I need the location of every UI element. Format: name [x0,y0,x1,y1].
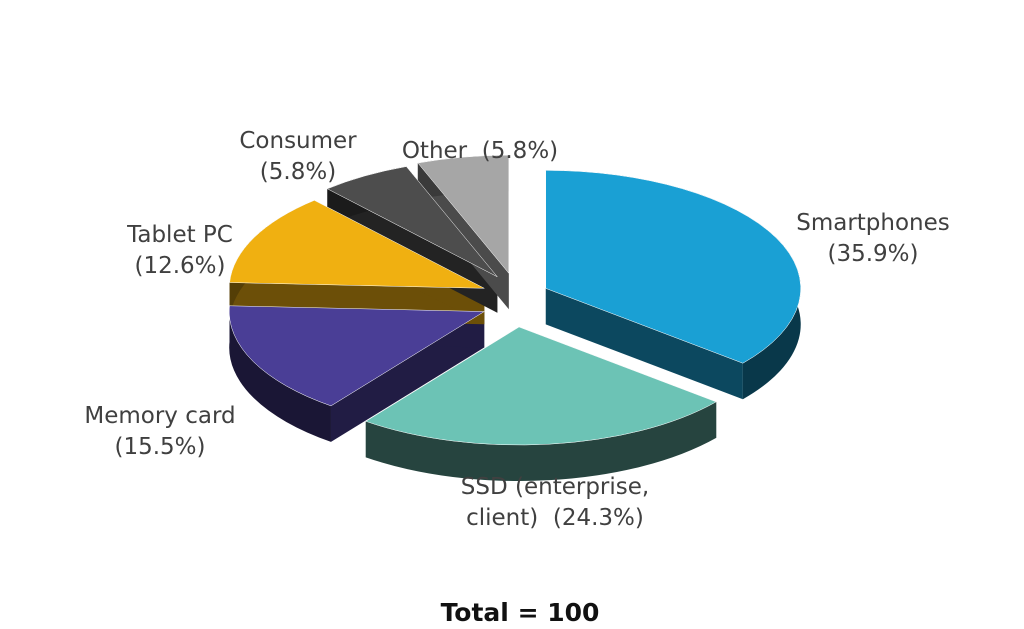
slice [545,170,801,364]
footer: Total = 100 [440,598,600,627]
slice-wall [545,288,743,400]
value-label: (12.6%) [134,253,226,279]
slice [229,200,485,289]
slice [228,305,486,407]
slice [365,326,717,446]
value-label: (24.3%) [552,505,644,531]
category-label: SSD (enterprise, client) [460,474,650,531]
value-label: (5.8%) [259,159,337,185]
category-label: Tablet PC [127,222,233,248]
value-label: (5.8%) [481,138,559,164]
slice-label: Other (5.8%) [350,136,610,167]
slice-tops [228,155,801,446]
slice-rim [365,401,717,482]
slice-label: Consumer (5.8%) [213,126,383,188]
category-label: Consumer [239,128,357,154]
slice-label: SSD (enterprise, client) (24.3%) [450,472,660,534]
slice-label: Memory card (15.5%) [45,401,275,463]
value-label: (35.9%) [827,241,919,267]
category-label: Other [401,138,468,164]
category-label: Smartphones [796,210,950,236]
category-label: Memory card [84,403,236,429]
slice [326,166,498,277]
slice-label: Tablet PC (12.6%) [80,220,280,282]
slice-label: Smartphones (35.9%) [763,208,983,270]
slice-rim [229,305,331,442]
value-label: (15.5%) [114,434,206,460]
slice [417,155,510,274]
